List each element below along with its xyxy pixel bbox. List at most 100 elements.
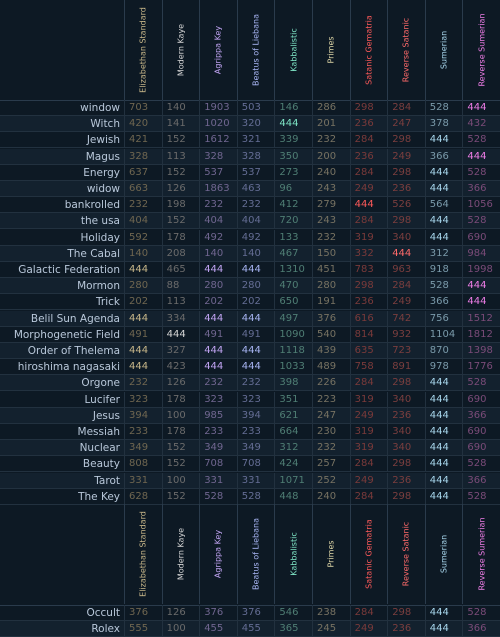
value-cell: 526 (387, 197, 425, 214)
value-cell: 491 (236, 326, 275, 343)
word-cell: Beauty (82, 458, 120, 471)
value-cell: 528 (199, 488, 237, 505)
value-cell: 444 (424, 456, 463, 473)
value-cell: 463 (236, 181, 275, 197)
column-header-5: Primes (312, 504, 350, 604)
value-cell: 298 (387, 456, 425, 473)
value-cell: 113 (161, 294, 200, 311)
column-header-9: Reverse Sumerian (462, 504, 500, 604)
value-cell: 349 (124, 440, 162, 457)
table-row: Magus 328 113 328 328 350 200 236 249 366 444 (0, 148, 500, 165)
value-cell: 232 (312, 440, 350, 457)
value-cell: 232 (124, 197, 162, 214)
value-cell: 444 (424, 472, 463, 489)
value-cell: 1033 (274, 359, 312, 376)
value-cell: 444 (462, 294, 500, 311)
value-cell: 249 (349, 621, 388, 637)
value-cell: 444 (124, 310, 162, 327)
column-header-8: Sumerian (424, 0, 463, 100)
value-cell: 232 (312, 132, 350, 149)
value-cell: 444 (236, 343, 275, 359)
value-cell: 328 (124, 148, 162, 165)
value-cell: 366 (424, 148, 463, 165)
value-cell: 236 (387, 472, 425, 489)
word-cell: Occult (86, 607, 121, 619)
value-cell: 444 (462, 148, 500, 165)
value-cell: 444 (424, 164, 463, 181)
word-cell: the usa (80, 215, 120, 228)
value-cell: 1090 (274, 326, 312, 343)
value-cell: 245 (312, 621, 350, 637)
value-cell: 152 (161, 164, 200, 181)
value-cell: 152 (161, 213, 200, 230)
value-cell: 247 (387, 116, 425, 133)
value-cell: 420 (124, 116, 162, 133)
column-header-6: Satanic Gematria (349, 0, 388, 100)
table-row: Jewish 421 152 1612 321 339 232 284 298 444 528 (0, 132, 500, 149)
value-cell: 444 (124, 359, 162, 376)
word-cell: Order of Thelema (27, 345, 120, 357)
value-cell: 232 (124, 375, 162, 392)
value-cell: 152 (161, 132, 200, 149)
table-row: hiroshima nagasaki 444 423 444 444 1033 489 758… (0, 359, 500, 376)
value-cell: 320 (236, 116, 275, 133)
value-cell: 334 (161, 310, 200, 327)
value-cell: 350 (274, 148, 312, 165)
value-cell: 444 (424, 407, 463, 424)
value-cell: 650 (274, 294, 312, 311)
value-cell: 284 (387, 278, 425, 295)
table-row: Beauty 808 152 708 708 424 257 284 298 444 528 (0, 456, 500, 473)
value-cell: 140 (236, 245, 275, 262)
value-cell: 1104 (424, 326, 463, 343)
value-cell: 233 (199, 424, 237, 440)
value-cell: 349 (199, 440, 237, 457)
value-cell: 492 (236, 229, 275, 246)
value-cell: 96 (274, 181, 312, 197)
value-cell: 321 (236, 132, 275, 149)
value-cell: 319 (349, 440, 388, 457)
value-cell: 226 (312, 375, 350, 392)
column-header-label: Agrippa Key (213, 25, 223, 75)
word-cell: Magus (85, 150, 120, 163)
value-cell: 444 (424, 621, 463, 637)
value-cell: 1056 (462, 197, 500, 214)
word-cell: The Key (78, 490, 120, 503)
value-cell: 249 (349, 181, 388, 197)
table-row: Lucifer 323 178 323 323 351 223 319 340 444 690 (0, 391, 500, 408)
value-cell: 540 (312, 326, 350, 343)
value-cell: 424 (274, 456, 312, 473)
table-row: The Key 628 152 528 528 448 240 284 298 444 528 (0, 488, 500, 505)
value-cell: 208 (161, 245, 200, 262)
value-cell: 232 (199, 197, 237, 214)
value-cell: 465 (161, 262, 200, 278)
value-cell: 404 (199, 213, 237, 230)
value-cell: 470 (274, 278, 312, 295)
value-cell: 814 (349, 326, 388, 343)
value-cell: 690 (462, 229, 500, 246)
column-header-4: Kabbalistic (274, 0, 312, 100)
value-cell: 236 (387, 621, 425, 637)
value-cell: 690 (462, 391, 500, 408)
value-cell: 703 (124, 100, 162, 116)
column-header-label: Satanic Gematria (364, 519, 374, 589)
column-header-1: Modern Kaye (161, 0, 200, 100)
value-cell: 236 (349, 294, 388, 311)
column-header-top: Elizabethan Standard Modern Kaye Agrippa K… (0, 0, 500, 101)
value-cell: 978 (424, 359, 463, 376)
table-row: Nuclear 349 152 349 349 312 232 319 340 444 690 (0, 440, 500, 457)
value-cell: 323 (199, 391, 237, 408)
word-cell: widow (86, 183, 120, 195)
value-cell: 444 (424, 440, 463, 457)
column-header-label: Modern Kaye (176, 527, 186, 581)
value-cell: 444 (387, 245, 425, 262)
value-cell: 230 (312, 424, 350, 440)
value-cell: 233 (124, 424, 162, 440)
value-cell: 340 (387, 391, 425, 408)
value-cell: 537 (236, 164, 275, 181)
value-cell: 376 (236, 605, 275, 621)
table-row: Mormon 280 88 280 280 470 280 298 284 528 444 (0, 278, 500, 295)
value-cell: 491 (199, 326, 237, 343)
value-cell: 1512 (462, 310, 500, 327)
column-header-2: Agrippa Key (199, 504, 237, 604)
